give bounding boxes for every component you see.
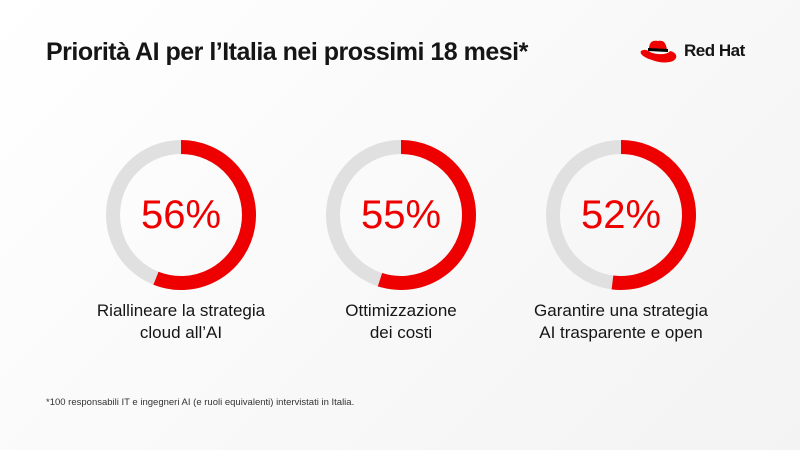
category-label: Garantire una strategia AI trasparente e … xyxy=(511,300,731,344)
donut-value-arc xyxy=(153,140,256,290)
category-label-line: AI trasparente e open xyxy=(539,323,703,342)
category-label-line: Ottimizzazione xyxy=(345,301,457,320)
category-label-line: Riallineare la strategia xyxy=(96,301,266,320)
category-label-line: cloud all’AI xyxy=(139,323,223,342)
page-title: Priorità AI per l’Italia nei prossimi 18… xyxy=(46,38,528,66)
logo-text: Red Hat xyxy=(684,41,745,60)
category-label-line: Garantire una strategia xyxy=(534,301,708,320)
category-label-line: dei costi xyxy=(369,323,433,342)
percentage-label: 52% xyxy=(580,193,662,237)
category-label: Ottimizzazione dei costi xyxy=(291,300,511,344)
donut-value-arc xyxy=(377,140,476,290)
category-label: Riallineare la strategia cloud all’AI xyxy=(71,300,291,344)
donut-value-arc xyxy=(611,140,696,290)
percentage-label: 56% xyxy=(140,193,222,237)
percentage-label: 55% xyxy=(360,193,442,237)
red-hat-fedora-icon xyxy=(640,40,677,63)
footnote: *100 responsabili IT e ingegneri AI (e r… xyxy=(46,397,355,408)
red-hat-logo: Red Hat xyxy=(640,38,745,64)
